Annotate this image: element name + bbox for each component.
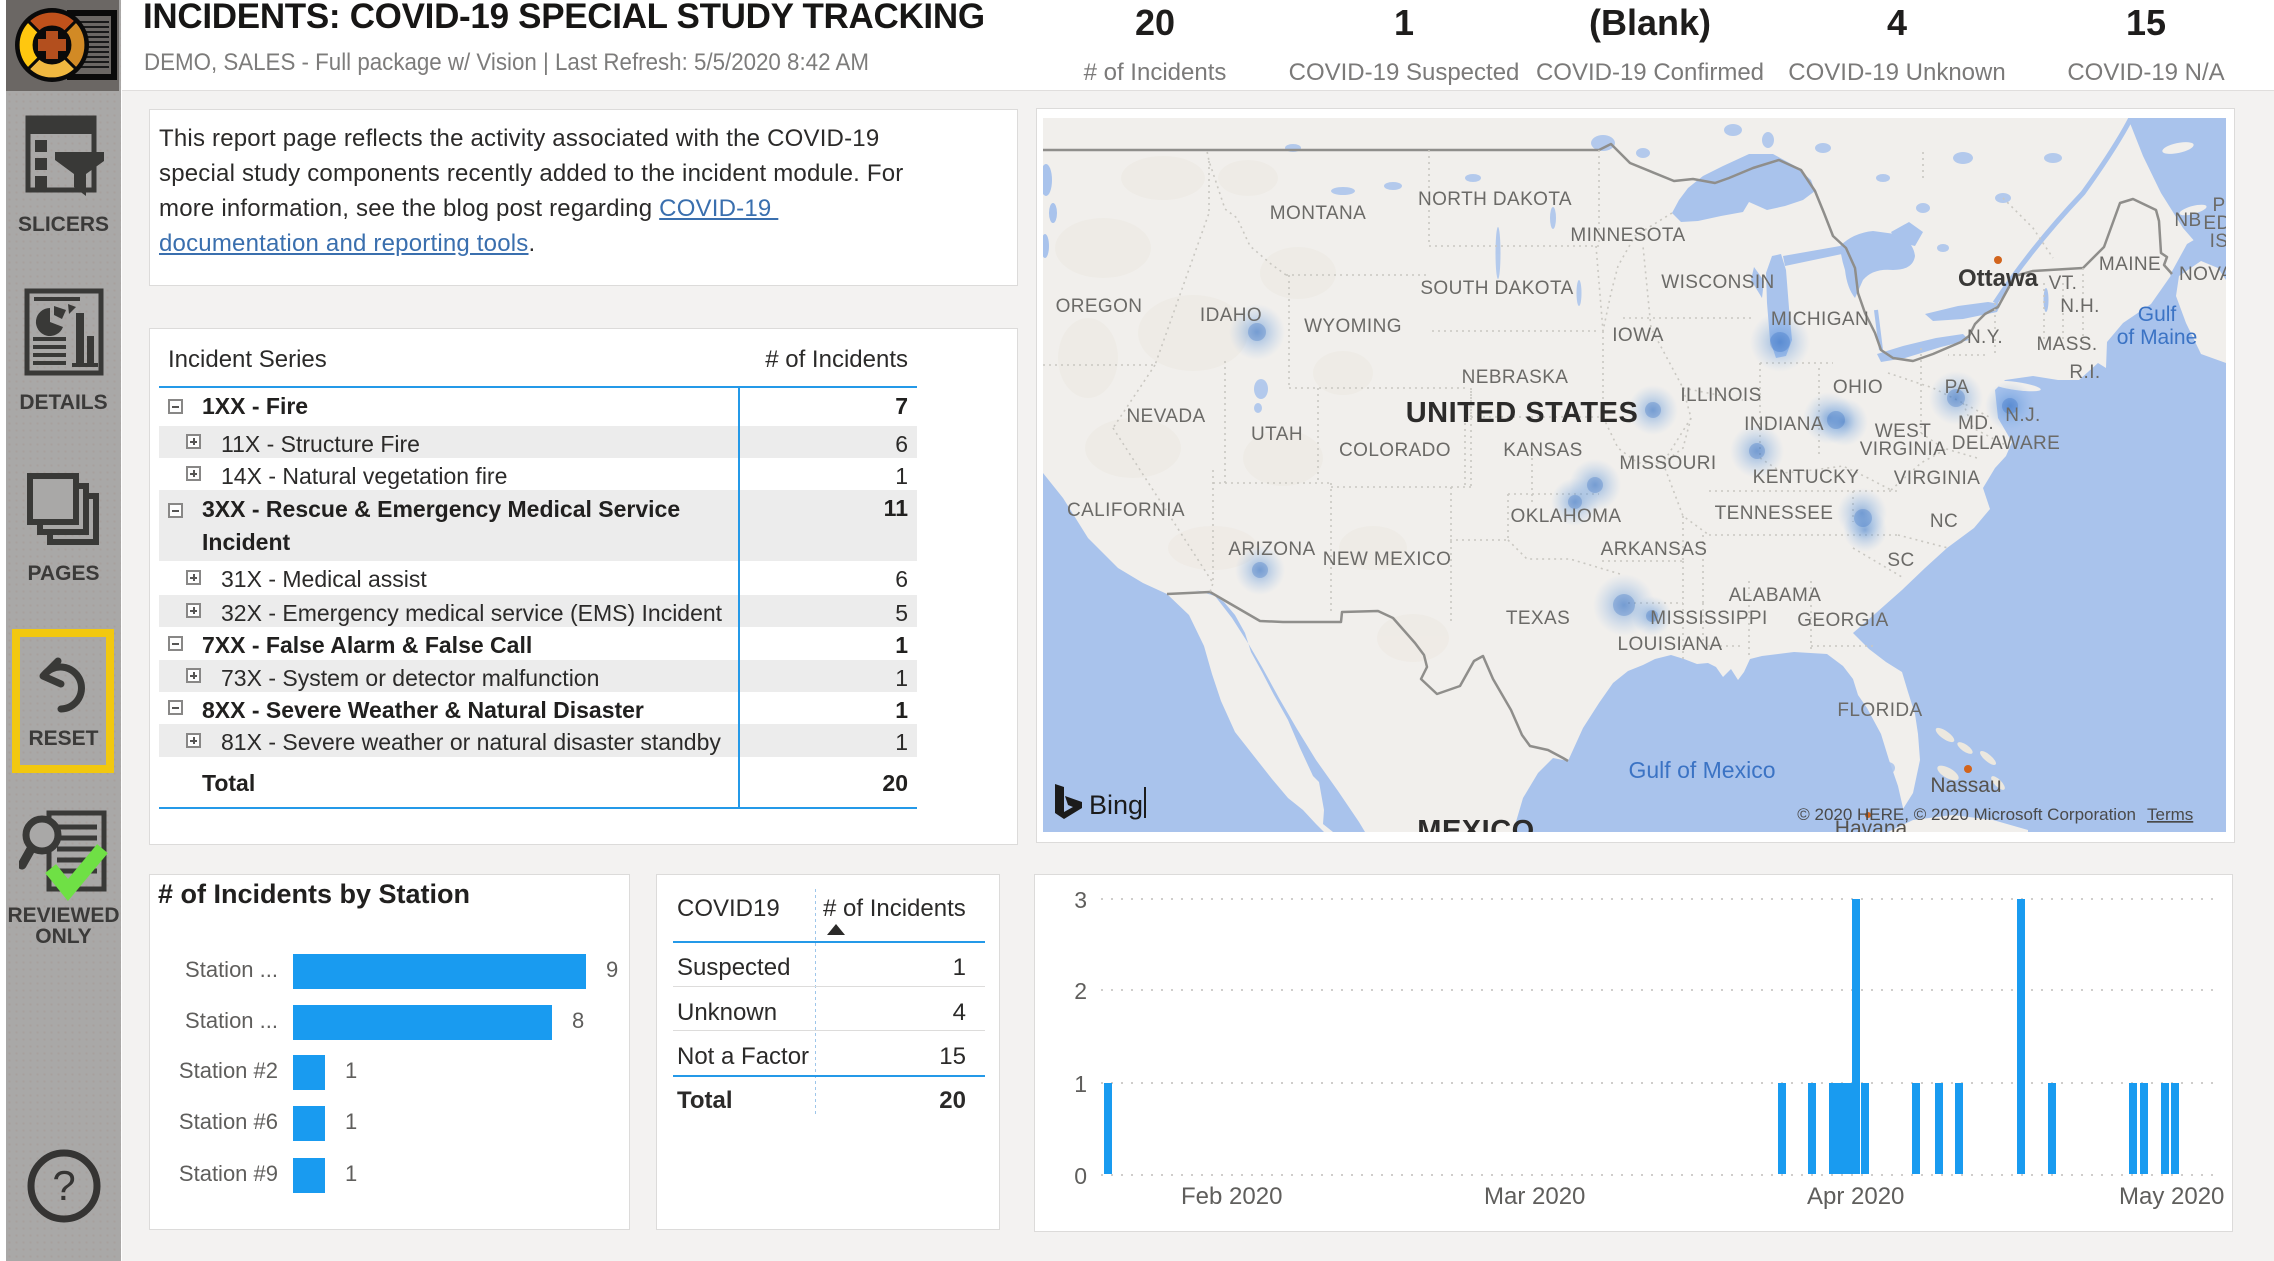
- svg-text:Bing: Bing: [1089, 790, 1143, 820]
- svg-text:TENNESSEE: TENNESSEE: [1715, 503, 1834, 524]
- svg-text:SOUTH DAKOTA: SOUTH DAKOTA: [1420, 278, 1573, 299]
- svg-text:NB: NB: [2174, 210, 2201, 231]
- svg-text:SC: SC: [1887, 550, 1914, 571]
- svg-text:IDAHO: IDAHO: [1200, 305, 1262, 326]
- svg-text:MAINE: MAINE: [2099, 254, 2161, 275]
- svg-text:NEBRASKA: NEBRASKA: [1462, 367, 1569, 388]
- svg-text:OKLAHOMA: OKLAHOMA: [1511, 506, 1622, 527]
- svg-text:P: P: [2212, 195, 2225, 216]
- svg-text:NORTH DAKOTA: NORTH DAKOTA: [1418, 189, 1572, 210]
- svg-text:WISCONSIN: WISCONSIN: [1661, 272, 1774, 293]
- svg-text:Ottawa: Ottawa: [1958, 265, 2039, 292]
- svg-text:INDIANA: INDIANA: [1744, 414, 1824, 435]
- svg-text:UNITED STATES: UNITED STATES: [1406, 397, 1639, 429]
- svg-text:COLORADO: COLORADO: [1339, 440, 1451, 461]
- svg-text:CALIFORNIA: CALIFORNIA: [1067, 500, 1185, 521]
- svg-text:R.I.: R.I.: [2069, 362, 2100, 383]
- svg-text:MONTANA: MONTANA: [1270, 203, 1366, 224]
- svg-text:NEW MEXICO: NEW MEXICO: [1323, 549, 1452, 570]
- svg-text:NC: NC: [1930, 511, 1958, 532]
- svg-text:IS: IS: [2210, 231, 2226, 252]
- svg-text:OHIO: OHIO: [1833, 377, 1883, 398]
- svg-text:NOVA: NOVA: [2179, 264, 2226, 285]
- svg-text:MD.: MD.: [1958, 413, 1994, 434]
- svg-text:Terms: Terms: [2147, 805, 2193, 824]
- svg-text:UTAH: UTAH: [1251, 424, 1303, 445]
- svg-text:MINNESOTA: MINNESOTA: [1570, 225, 1685, 246]
- svg-text:of Maine: of Maine: [2117, 326, 2198, 349]
- svg-text:N.Y.: N.Y.: [1967, 327, 2003, 348]
- svg-text:WEST: WEST: [1875, 421, 1932, 442]
- svg-text:TEXAS: TEXAS: [1506, 608, 1570, 629]
- svg-text:VIRGINIA: VIRGINIA: [1860, 439, 1947, 460]
- svg-text:Gulf: Gulf: [2138, 303, 2177, 326]
- svg-text:MASS.: MASS.: [2036, 334, 2097, 355]
- svg-text:Nassau: Nassau: [1930, 774, 2001, 797]
- svg-text:MISSISSIPPI: MISSISSIPPI: [1650, 608, 1767, 629]
- svg-text:VT.: VT.: [2049, 273, 2078, 294]
- svg-text:Havana: Havana: [1835, 817, 1908, 832]
- svg-text:MICHIGAN: MICHIGAN: [1771, 309, 1869, 330]
- svg-text:VIRGINIA: VIRGINIA: [1894, 468, 1981, 489]
- svg-text:ARKANSAS: ARKANSAS: [1601, 539, 1708, 560]
- svg-text:IOWA: IOWA: [1612, 325, 1664, 346]
- svg-text:ED: ED: [2203, 213, 2226, 234]
- svg-text:FLORIDA: FLORIDA: [1837, 700, 1922, 721]
- svg-text:KANSAS: KANSAS: [1503, 440, 1583, 461]
- svg-text:WYOMING: WYOMING: [1304, 316, 1402, 337]
- svg-text:N.J.: N.J.: [2005, 405, 2040, 426]
- svg-text:ILLINOIS: ILLINOIS: [1680, 385, 1761, 406]
- svg-text:N.H.: N.H.: [2060, 296, 2100, 317]
- svg-text:LOUISIANA: LOUISIANA: [1618, 634, 1723, 655]
- svg-text:GEORGIA: GEORGIA: [1797, 610, 1888, 631]
- svg-text:?: ?: [52, 1162, 75, 1209]
- svg-text:NEVADA: NEVADA: [1126, 406, 1205, 427]
- svg-text:ALABAMA: ALABAMA: [1729, 585, 1822, 606]
- svg-text:OREGON: OREGON: [1056, 296, 1143, 317]
- svg-text:MEXICO: MEXICO: [1417, 815, 1534, 832]
- svg-text:ARIZONA: ARIZONA: [1228, 539, 1315, 560]
- svg-text:PA: PA: [1945, 377, 1970, 398]
- svg-text:KENTUCKY: KENTUCKY: [1753, 467, 1860, 488]
- svg-text:© 2020 HERE, © 2020 Microsoft: © 2020 HERE, © 2020 Microsoft Corporatio…: [1797, 805, 2136, 824]
- svg-text:MISSOURI: MISSOURI: [1619, 453, 1716, 474]
- svg-text:Gulf of Mexico: Gulf of Mexico: [1629, 757, 1776, 783]
- svg-text:DELAWARE: DELAWARE: [1952, 433, 2060, 454]
